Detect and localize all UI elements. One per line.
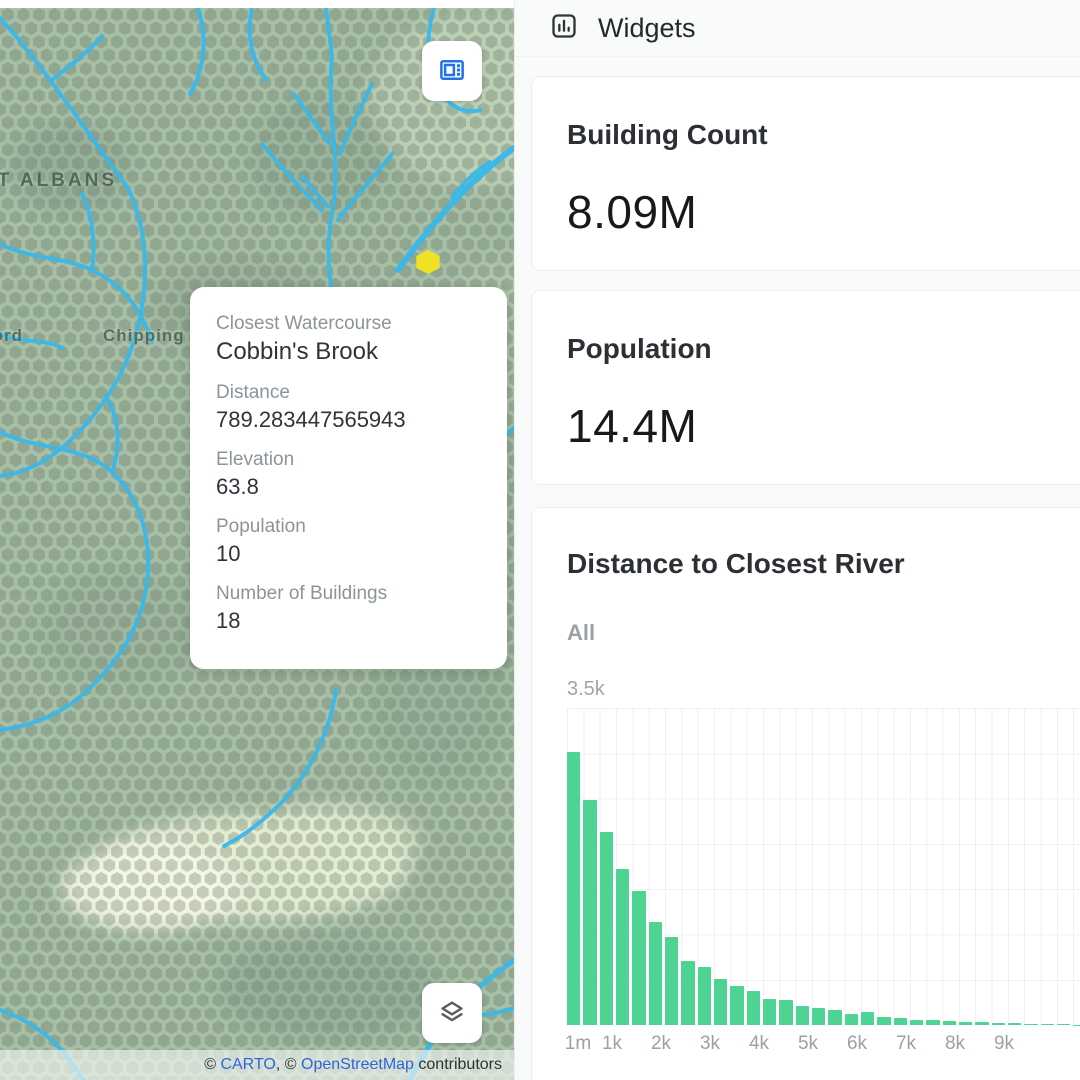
histogram-bar[interactable] <box>664 936 679 1025</box>
stat-widget-card: Population 14.4M <box>531 290 1080 485</box>
tooltip-label: Distance <box>216 382 290 403</box>
basemap-layers-button[interactable] <box>422 983 482 1043</box>
histogram-bar[interactable] <box>746 991 760 1025</box>
histogram-bar[interactable] <box>632 891 646 1025</box>
histogram-bar[interactable] <box>991 1023 1005 1025</box>
histogram-bar[interactable] <box>958 1021 973 1025</box>
carto-link[interactable]: CARTO <box>220 1056 276 1073</box>
histogram-bar[interactable] <box>926 1020 940 1025</box>
histogram-bar[interactable] <box>583 799 597 1025</box>
histogram-bar[interactable] <box>844 1014 858 1025</box>
histogram-bar[interactable] <box>697 966 711 1025</box>
histogram-bar[interactable] <box>762 998 777 1025</box>
stat-widget-card: Building Count 8.09M <box>531 76 1080 271</box>
card-title: Population <box>567 333 712 364</box>
copyright-symbol: © <box>204 1056 221 1073</box>
tooltip-label: Closest Watercourse <box>216 313 392 334</box>
histogram-bar[interactable] <box>795 1006 809 1025</box>
tooltip-value: Cobbin's Brook <box>216 338 378 365</box>
histogram-bar[interactable] <box>975 1022 989 1025</box>
map-canvas[interactable]: Closest Watercourse Cobbin's Brook Dista… <box>0 8 514 1080</box>
card-value: 14.4M <box>567 400 698 452</box>
card-value: 8.09M <box>567 186 698 238</box>
histogram-bar[interactable] <box>779 999 793 1025</box>
widgets-header: Widgets <box>515 0 1080 57</box>
x-axis-tick-label: 4k <box>748 1033 770 1054</box>
histogram-bar[interactable] <box>909 1020 924 1025</box>
tooltip-label: Number of Buildings <box>216 583 388 604</box>
map-place-label: Chipping <box>103 326 185 345</box>
map-tooltip: Closest Watercourse Cobbin's Brook Dista… <box>190 287 507 669</box>
contributors-text: contributors <box>413 1056 502 1073</box>
tooltip-label: Elevation <box>216 449 295 470</box>
card-title: Building Count <box>567 119 768 150</box>
histogram-bar[interactable] <box>681 960 695 1025</box>
histogram-bar[interactable] <box>1007 1023 1022 1025</box>
x-axis-tick-label: 3k <box>699 1033 721 1054</box>
x-axis-tick-label: 1m <box>564 1033 592 1054</box>
histogram-bar[interactable] <box>828 1010 842 1025</box>
map-place-label: ford <box>0 326 24 345</box>
x-axis-tick-label: 7k <box>895 1033 917 1054</box>
attribution-text: © CARTO, © OpenStreetMap contributors <box>204 1056 502 1073</box>
histogram-title: Distance to Closest River <box>567 548 905 579</box>
tooltip-row: Number of Buildings 18 <box>216 582 481 635</box>
tooltip-row: Closest Watercourse Cobbin's Brook <box>216 312 481 367</box>
histogram-bar[interactable] <box>1040 1024 1054 1025</box>
x-axis-tick-label: 2k <box>650 1033 672 1054</box>
tooltip-row: Elevation 63.8 <box>216 448 481 501</box>
histogram-bar[interactable] <box>567 752 581 1025</box>
panel-title: Widgets <box>598 12 696 43</box>
histogram-bar[interactable] <box>599 832 613 1025</box>
histogram-bar[interactable] <box>877 1016 891 1025</box>
x-axis-tick-label: 1k <box>601 1033 623 1054</box>
histogram-bar[interactable] <box>1073 1024 1080 1025</box>
map-place-label: ST ALBANS <box>0 170 118 191</box>
histogram-widget-card: Distance to Closest River All 3.5k 1m 1k 2… <box>531 507 1080 1080</box>
histogram-bar[interactable] <box>615 869 630 1025</box>
bar-chart-icon <box>550 12 578 45</box>
map-attribution: © CARTO, © OpenStreetMap contributors <box>0 1050 514 1080</box>
histogram-bar[interactable] <box>713 978 728 1025</box>
histogram-bar[interactable] <box>942 1020 956 1025</box>
tooltip-row: Population 10 <box>216 515 481 568</box>
tooltip-value: 63.8 <box>216 474 259 499</box>
stat-cards-container: Building Count 8.09M Population 14.4M <box>515 76 1080 485</box>
x-axis-tick-label: 9k <box>993 1033 1015 1054</box>
tooltip-row: Distance 789.283447565943 <box>216 381 481 434</box>
legend-panel-icon <box>437 55 467 88</box>
widgets-panel: Widgets Building Count 8.09M Population … <box>514 0 1080 1080</box>
histogram-bar[interactable] <box>860 1011 875 1025</box>
attribution-separator: , © <box>275 1056 301 1073</box>
histogram-bar[interactable] <box>811 1007 826 1025</box>
x-axis-tick-label: 8k <box>944 1033 966 1054</box>
histogram-bar[interactable] <box>730 986 744 1025</box>
y-axis-max-label: 3.5k <box>567 678 605 700</box>
openstreetmap-link[interactable]: OpenStreetMap <box>301 1056 414 1073</box>
histogram-filter-label[interactable]: All <box>567 620 596 645</box>
tooltip-value: 10 <box>216 541 241 566</box>
histogram-bar[interactable] <box>893 1017 907 1025</box>
histogram-bar[interactable] <box>648 921 662 1025</box>
tooltip-value: 18 <box>216 608 241 633</box>
tooltip-label: Population <box>216 516 306 537</box>
selected-hexagon[interactable] <box>416 250 440 274</box>
x-axis-tick-label: 5k <box>797 1033 819 1054</box>
x-axis-tick-label: 6k <box>846 1033 868 1054</box>
histogram-bar[interactable] <box>1056 1024 1071 1025</box>
histogram-bars <box>567 708 1080 1025</box>
histogram-plot[interactable] <box>567 708 1080 1025</box>
layers-icon <box>437 997 467 1030</box>
histogram-bar[interactable] <box>1024 1023 1038 1025</box>
legend-toggle-button[interactable] <box>422 41 482 101</box>
x-axis-labels: 1m 1k 2k 3k 4k 5k 6k 7k 8k 9k <box>564 1033 1080 1067</box>
tooltip-value: 789.283447565943 <box>216 407 406 432</box>
